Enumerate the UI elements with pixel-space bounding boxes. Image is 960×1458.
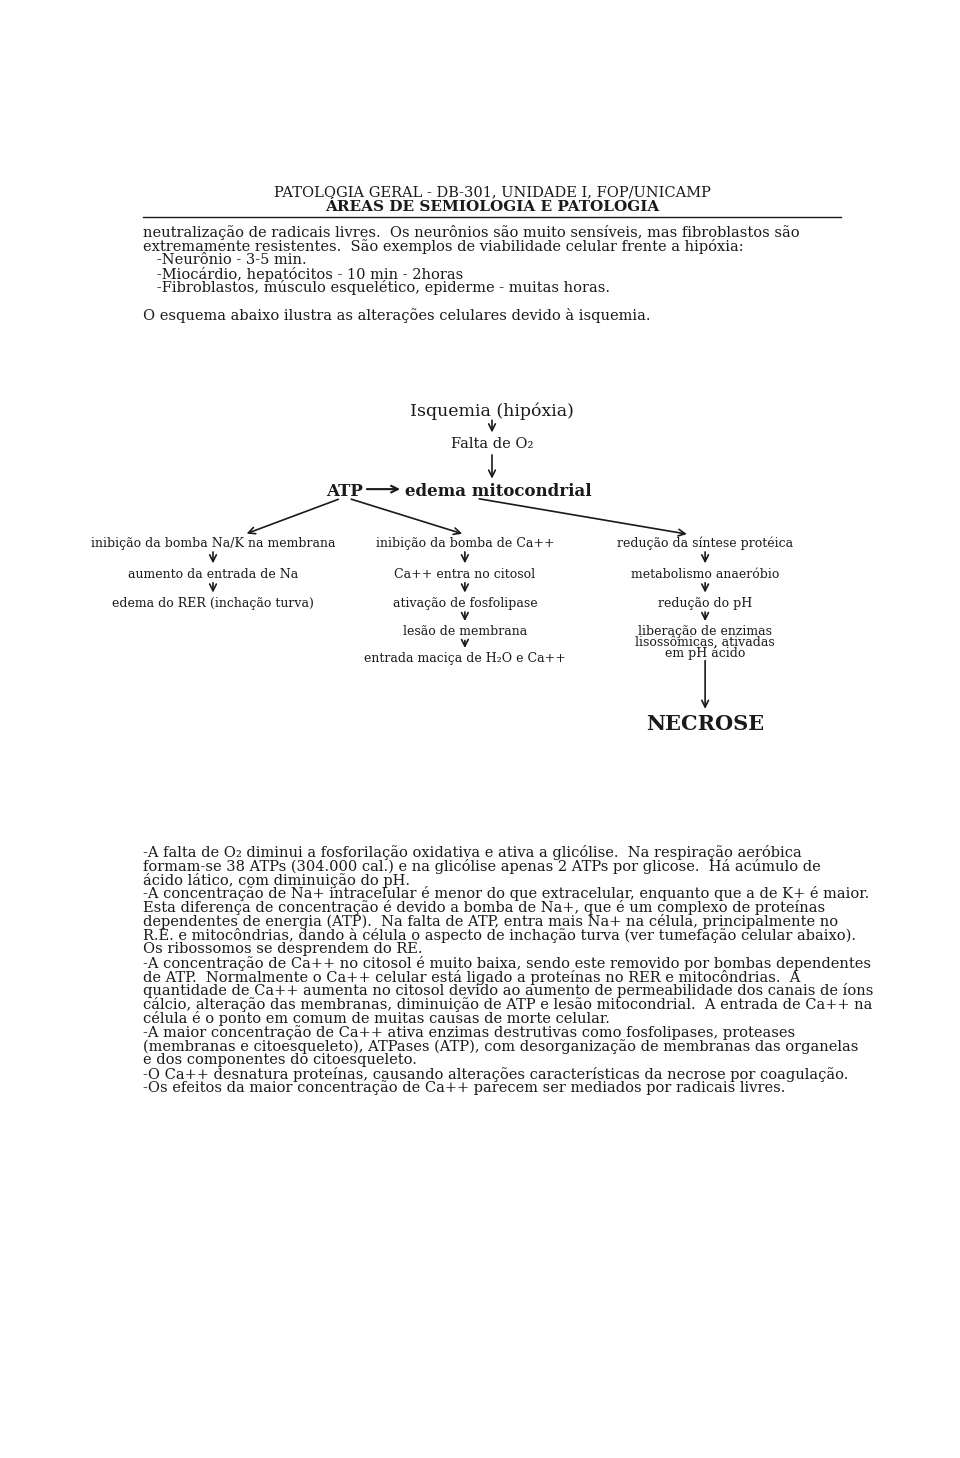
Text: inibição da bomba Na/K na membrana: inibição da bomba Na/K na membrana bbox=[91, 537, 335, 550]
Text: PATOLOGIA GERAL - DB-301, UNIDADE I, FOP/UNICAMP: PATOLOGIA GERAL - DB-301, UNIDADE I, FOP… bbox=[274, 185, 710, 200]
Text: metabolismo anaeróbio: metabolismo anaeróbio bbox=[631, 567, 780, 580]
Text: em pH ácido: em pH ácido bbox=[665, 647, 745, 660]
Text: NECROSE: NECROSE bbox=[646, 714, 764, 733]
Text: extremamente resistentes.  São exemplos de viabilidade celular frente a hipóxia:: extremamente resistentes. São exemplos d… bbox=[143, 239, 744, 254]
Text: entrada maciça de H₂O e Ca++: entrada maciça de H₂O e Ca++ bbox=[364, 652, 565, 665]
Text: edema do RER (inchação turva): edema do RER (inchação turva) bbox=[112, 596, 314, 609]
Text: Os ribossomos se desprendem do RE.: Os ribossomos se desprendem do RE. bbox=[143, 942, 422, 956]
Text: ácido lático, com diminuição do pH.: ácido lático, com diminuição do pH. bbox=[143, 872, 410, 888]
Text: quantidade de Ca++ aumenta no citosol devido ao aumento de permeabilidade dos ca: quantidade de Ca++ aumenta no citosol de… bbox=[143, 984, 874, 999]
Text: liberação de enzimas: liberação de enzimas bbox=[638, 625, 772, 639]
Text: inibição da bomba de Ca++: inibição da bomba de Ca++ bbox=[375, 537, 554, 550]
Text: ativação de fosfolipase: ativação de fosfolipase bbox=[393, 596, 538, 609]
Text: -A concentração de Ca++ no citosol é muito baixa, sendo este removido por bombas: -A concentração de Ca++ no citosol é mui… bbox=[143, 956, 872, 971]
Text: -A concentração de Na+ intracelular é menor do que extracelular, enquanto que a : -A concentração de Na+ intracelular é me… bbox=[143, 886, 870, 901]
Text: -Fibroblastos, músculo esquelético, epiderme - muitas horas.: -Fibroblastos, músculo esquelético, epid… bbox=[143, 280, 611, 296]
Text: redução da síntese protéica: redução da síntese protéica bbox=[617, 537, 793, 550]
Text: de ATP.  Normalmente o Ca++ celular está ligado a proteínas no RER e mitocôndria: de ATP. Normalmente o Ca++ celular está … bbox=[143, 970, 801, 984]
Text: neutralização de radicais livres.  Os neurônios são muito sensíveis, mas fibrobl: neutralização de radicais livres. Os neu… bbox=[143, 225, 800, 241]
Text: R.E. e mitocôndrias, dando à célula o aspecto de inchação turva (ver tumefação c: R.E. e mitocôndrias, dando à célula o as… bbox=[143, 929, 856, 943]
Text: -Miocárdio, hepatócitos - 10 min - 2horas: -Miocárdio, hepatócitos - 10 min - 2hora… bbox=[143, 267, 464, 281]
Text: e dos componentes do citoesqueleto.: e dos componentes do citoesqueleto. bbox=[143, 1053, 418, 1067]
Text: O esquema abaixo ilustra as alterações celulares devido à isquemia.: O esquema abaixo ilustra as alterações c… bbox=[143, 308, 651, 324]
Text: Esta diferença de concentração é devido a bomba de Na+, que é um complexo de pro: Esta diferença de concentração é devido … bbox=[143, 900, 826, 916]
Text: aumento da entrada de Na: aumento da entrada de Na bbox=[128, 567, 299, 580]
Text: ATP: ATP bbox=[326, 483, 363, 500]
Text: (membranas e citoesqueleto), ATPases (ATP), com desorganização de membranas das : (membranas e citoesqueleto), ATPases (AT… bbox=[143, 1040, 858, 1054]
Text: -A maior concentração de Ca++ ativa enzimas destrutivas como fosfolipases, prote: -A maior concentração de Ca++ ativa enzi… bbox=[143, 1025, 796, 1040]
Text: -Neurônio - 3-5 min.: -Neurônio - 3-5 min. bbox=[143, 252, 307, 267]
Text: célula é o ponto em comum de muitas causas de morte celular.: célula é o ponto em comum de muitas caus… bbox=[143, 1012, 611, 1026]
Text: Falta de O₂: Falta de O₂ bbox=[451, 437, 533, 451]
Text: ÁREAS DE SEMIOLOGIA E PATOLOGIA: ÁREAS DE SEMIOLOGIA E PATOLOGIA bbox=[324, 200, 660, 214]
Text: dependentes de energia (ATP).  Na falta de ATP, entra mais Na+ na célula, princi: dependentes de energia (ATP). Na falta d… bbox=[143, 914, 838, 929]
Text: -A falta de O₂ diminui a fosforilação oxidativa e ativa a glicólise.  Na respira: -A falta de O₂ diminui a fosforilação ox… bbox=[143, 844, 802, 860]
Text: cálcio, alteração das membranas, diminuição de ATP e lesão mitocondrial.  A entr: cálcio, alteração das membranas, diminui… bbox=[143, 997, 873, 1012]
Text: lisossômicas, ativadas: lisossômicas, ativadas bbox=[636, 636, 775, 649]
Text: -O Ca++ desnatura proteínas, causando alterações características da necrose por : -O Ca++ desnatura proteínas, causando al… bbox=[143, 1067, 849, 1082]
Text: Ca++ entra no citosol: Ca++ entra no citosol bbox=[395, 567, 536, 580]
Text: Isquemia (hipóxia): Isquemia (hipóxia) bbox=[410, 402, 574, 420]
Text: formam-se 38 ATPs (304.000 cal.) e na glicólise apenas 2 ATPs por glicose.  Há a: formam-se 38 ATPs (304.000 cal.) e na gl… bbox=[143, 859, 821, 873]
Text: lesão de membrana: lesão de membrana bbox=[403, 625, 527, 639]
Text: edema mitocondrial: edema mitocondrial bbox=[405, 483, 591, 500]
Text: redução do pH: redução do pH bbox=[658, 596, 753, 609]
Text: -Os efeitos da maior concentração de Ca++ parecem ser mediados por radicais livr: -Os efeitos da maior concentração de Ca+… bbox=[143, 1080, 785, 1095]
